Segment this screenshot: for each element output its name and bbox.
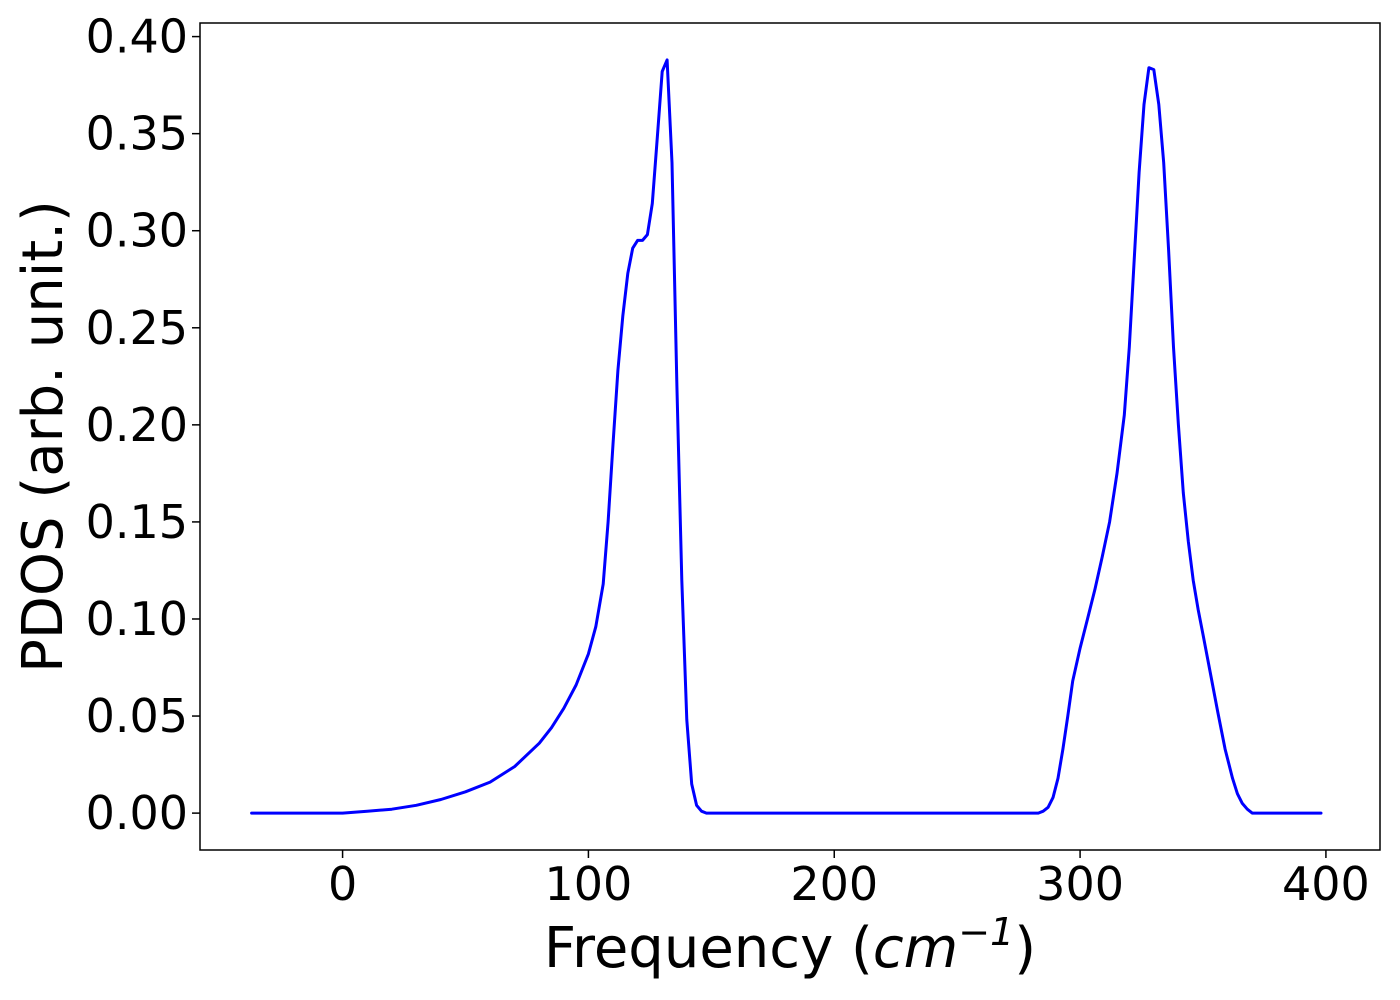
- y-axis-label: PDOS (arb. unit.): [11, 200, 76, 673]
- y-tick-label: 0.25: [86, 301, 188, 355]
- y-tick-label: 0.15: [86, 495, 188, 549]
- y-tick-label: 0.10: [86, 592, 188, 646]
- axis-ticks: 0 100 200 300 400 0.00 0.05 0.10 0.15 0.20 0.25 0.3…: [86, 10, 1370, 911]
- x-axis-label-suffix: ): [1014, 916, 1036, 981]
- x-axis-label-math-base: cm: [873, 916, 958, 981]
- x-axis-label-math-exp: −1: [958, 910, 1014, 954]
- y-tick-label: 0.40: [86, 10, 188, 64]
- x-tick-label: 200: [790, 857, 878, 911]
- x-axis-label: Frequency (cm−1): [544, 910, 1036, 981]
- series-layer: [250, 58, 1323, 815]
- y-tick-label: 0.30: [86, 204, 188, 258]
- x-tick-label: 0: [328, 857, 357, 911]
- y-tick-label: 0.35: [86, 107, 188, 161]
- x-tick-label: 300: [1036, 857, 1124, 911]
- x-tick-label: 100: [545, 857, 633, 911]
- x-tick-label: 400: [1282, 857, 1370, 911]
- x-axis-label-text: Frequency (: [544, 916, 873, 981]
- pdos-series-line: [250, 58, 1323, 815]
- plot-frame: [199, 22, 1381, 851]
- y-tick-label: 0.20: [86, 398, 188, 452]
- y-tick-label: 0.05: [86, 689, 188, 743]
- y-tick-label: 0.00: [86, 786, 188, 840]
